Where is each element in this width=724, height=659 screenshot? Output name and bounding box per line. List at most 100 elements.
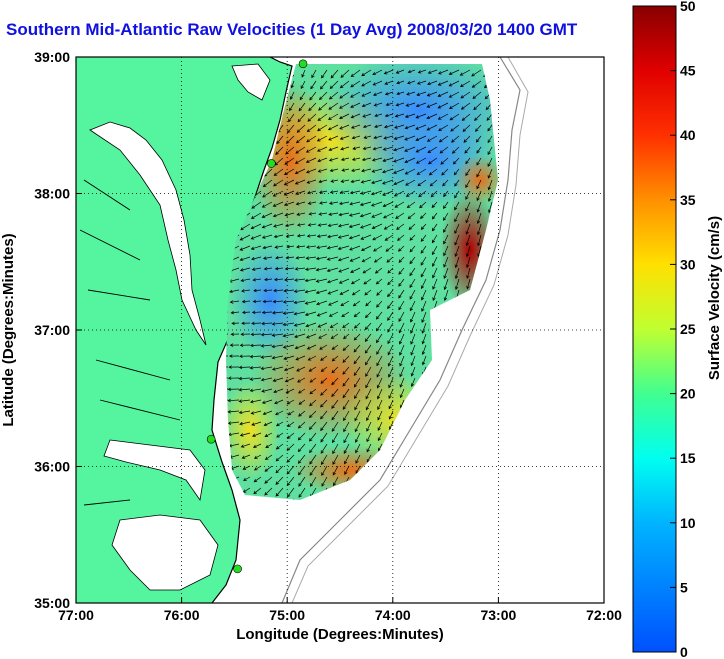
velocity-arrow <box>271 344 284 349</box>
velocity-arrow <box>261 201 273 208</box>
velocity-arrow <box>406 201 416 209</box>
tidal-rivers <box>79 179 181 506</box>
velocity-arrow <box>454 190 460 199</box>
velocity-arrow <box>298 487 306 498</box>
velocity-arrow <box>327 124 339 131</box>
velocity-arrow <box>384 80 394 85</box>
velocity-arrow <box>273 223 284 228</box>
velocity-arrow <box>294 333 306 338</box>
velocity-arrow <box>387 311 394 321</box>
velocity-arrow <box>383 223 394 230</box>
velocity-arrow <box>316 146 328 152</box>
velocity-arrow <box>328 102 339 110</box>
velocity-arrow <box>364 344 372 354</box>
velocity-arrow <box>271 333 284 337</box>
velocity-arrow <box>229 343 240 347</box>
velocity-arrow <box>420 278 427 290</box>
velocity-arrow <box>355 432 361 443</box>
velocity-arrow <box>261 321 273 326</box>
velocity-arrow <box>260 355 273 359</box>
velocity-arrow <box>465 168 471 177</box>
velocity-arrow <box>284 157 295 165</box>
velocity-arrow <box>321 476 328 487</box>
velocity-arrow <box>360 179 372 184</box>
velocity-arrow <box>294 157 306 164</box>
velocity-arrow <box>338 267 350 273</box>
velocity-arrow <box>376 366 383 378</box>
velocity-arrow <box>239 223 251 231</box>
velocity-arrow <box>328 212 339 216</box>
velocity-arrow <box>305 146 317 153</box>
velocity-arrow <box>398 289 405 299</box>
velocity-arrow <box>326 256 339 261</box>
velocity-arrow <box>262 179 273 188</box>
y-tick-label: 38:00 <box>34 186 70 202</box>
velocity-arrow <box>309 432 317 442</box>
velocity-arrow <box>364 289 372 296</box>
velocity-arrow <box>330 179 339 183</box>
velocity-arrow <box>355 443 361 454</box>
velocity-arrow <box>227 387 240 392</box>
velocity-arrow <box>476 201 482 213</box>
velocity-arrow <box>409 289 416 300</box>
velocity-arrow <box>371 168 383 173</box>
velocity-arrow <box>451 135 460 143</box>
colorbar-tick-label: 15 <box>680 450 696 466</box>
velocity-arrow <box>395 212 405 219</box>
velocity-arrow <box>238 399 251 403</box>
velocity-arrow <box>304 300 317 305</box>
velocity-arrow <box>409 300 416 312</box>
velocity-arrow <box>287 487 295 498</box>
velocity-arrow <box>376 289 383 296</box>
velocity-arrow <box>333 476 339 487</box>
velocity-arrow <box>383 69 394 75</box>
velocity-arrow <box>373 245 383 252</box>
velocity-arrow <box>340 146 350 151</box>
velocity-arrow <box>387 355 394 367</box>
velocity-arrow <box>460 102 471 110</box>
velocity-arrow <box>459 80 471 87</box>
velocity-arrow <box>419 201 427 209</box>
radar-station-marker <box>233 564 242 574</box>
velocity-arrow <box>297 377 306 383</box>
velocity-arrow <box>327 223 339 228</box>
velocity-arrow <box>443 201 449 209</box>
velocity-arrow <box>472 91 482 99</box>
velocity-arrow <box>308 212 317 216</box>
velocity-arrow <box>286 399 295 405</box>
velocity-arrow <box>372 234 383 241</box>
velocity-arrow <box>407 69 416 74</box>
velocity-arrow <box>298 399 306 405</box>
velocity-arrow <box>309 399 317 407</box>
velocity-arrow <box>344 454 350 465</box>
velocity-arrow <box>315 278 328 283</box>
velocity-arrow <box>487 168 493 179</box>
velocity-arrow <box>420 245 427 254</box>
velocity-arrow <box>452 157 460 165</box>
velocity-arrow <box>360 234 372 240</box>
velocity-arrow <box>405 102 416 107</box>
velocity-arrow <box>226 343 229 347</box>
colorbar-tick-label: 25 <box>680 321 696 337</box>
velocity-arrow <box>394 113 405 118</box>
velocity-arrow <box>343 421 350 433</box>
velocity-arrow <box>342 355 350 363</box>
velocity-arrow <box>476 179 482 190</box>
velocity-arrow <box>240 443 251 448</box>
radar-stations <box>206 59 308 574</box>
velocity-arrow <box>320 80 328 90</box>
velocity-arrow <box>272 377 284 382</box>
velocity-arrow <box>283 289 295 293</box>
velocity-arrow <box>318 91 328 101</box>
velocity-arrow <box>283 366 295 372</box>
velocity-arrow <box>466 256 471 269</box>
velocity-arrow <box>360 245 372 251</box>
velocity-arrow <box>365 366 372 377</box>
velocity-arrow <box>440 157 449 165</box>
velocity-arrow <box>473 102 482 111</box>
velocity-arrow <box>428 168 438 176</box>
velocity-arrow <box>320 410 328 420</box>
velocity-arrow <box>293 311 306 316</box>
velocity-arrow <box>404 113 416 118</box>
velocity-arrow <box>342 377 350 387</box>
